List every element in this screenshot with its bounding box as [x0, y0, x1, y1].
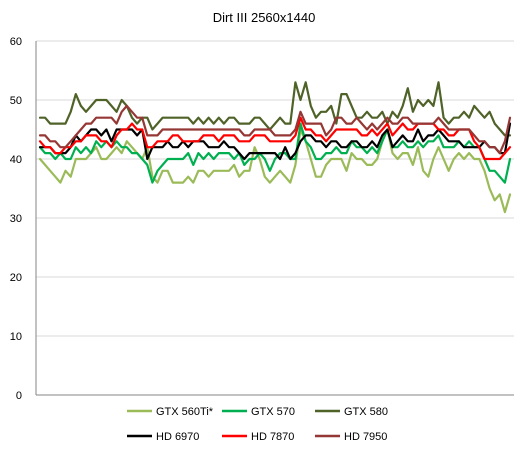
legend-label-hd-7950: HD 7950 [344, 431, 387, 443]
legend-label-gtx-580: GTX 580 [344, 406, 388, 418]
chart-title: Dirt III 2560x1440 [213, 10, 316, 25]
legend-label-gtx-560ti: GTX 560Ti* [156, 406, 214, 418]
legend: GTX 560Ti* GTX 570 GTX 580 HD 6970 HD 7870 HD… [127, 406, 388, 443]
y-tick-label: 10 [10, 331, 22, 343]
series-line-gtx-560ti [38, 128, 512, 214]
y-tick-label: 40 [10, 154, 22, 166]
gridlines [36, 40, 514, 337]
series-line-hd-7950 [38, 104, 512, 155]
legend-label-gtx-570: GTX 570 [251, 406, 295, 418]
y-tick-label: 50 [10, 95, 22, 107]
axes [35, 41, 514, 396]
y-tick-label: 30 [10, 213, 22, 225]
legend-label-hd-6970: HD 6970 [156, 431, 199, 443]
y-axis-tick-labels: 0 10 20 30 40 50 60 [10, 36, 22, 402]
series-line-gtx-580 [38, 81, 512, 137]
y-tick-label: 0 [16, 390, 22, 402]
series-line-gtx-570 [38, 122, 512, 184]
series-lines [38, 81, 512, 214]
y-tick-label: 60 [10, 36, 22, 48]
legend-label-hd-7870: HD 7870 [251, 431, 294, 443]
y-tick-label: 20 [10, 272, 22, 284]
series-line-hd-6970 [38, 122, 512, 161]
